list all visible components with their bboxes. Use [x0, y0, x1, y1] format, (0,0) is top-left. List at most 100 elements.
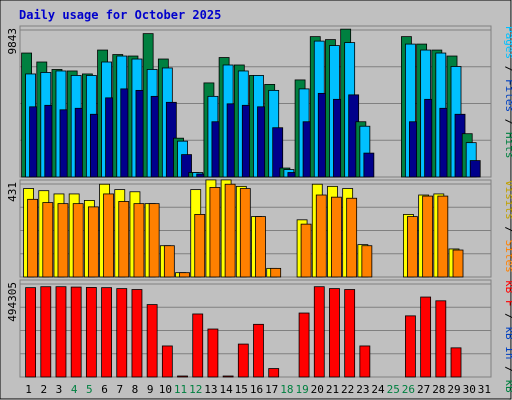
legend-entry: kB Out [503, 379, 512, 400]
day-label: 2 [40, 383, 47, 396]
bar-kb-f-day-26 [405, 315, 416, 378]
bar-kb-f-day-27 [420, 296, 432, 378]
bar-kb-f-day-5 [85, 287, 97, 378]
day-label: 3 [56, 383, 63, 396]
bar-sites-day-21 [331, 196, 342, 278]
legend-entry: / [503, 220, 512, 240]
bar-kb-f-day-10 [161, 345, 173, 378]
bar-sites-day-28 [437, 195, 449, 278]
bar-kb-f-day-22 [344, 289, 356, 378]
legend-entry: Hits [503, 132, 512, 159]
day-label: 14 [219, 383, 233, 396]
bar-pages-day-23 [363, 152, 375, 178]
panel-max-label: 9843 [6, 28, 19, 55]
day-label: 26 [402, 383, 415, 396]
bar-sites-day-12 [194, 214, 206, 278]
bar-sites-day-1 [27, 198, 38, 278]
bar-kb-f-day-12 [192, 313, 204, 378]
day-label: 16 [250, 383, 263, 396]
bar-kb-f-day-28 [435, 300, 447, 378]
day-label: 22 [341, 383, 354, 396]
day-label: 15 [235, 383, 248, 396]
day-label: 27 [417, 383, 430, 396]
legend-entry: Pages [503, 26, 512, 59]
bar-kb-f-day-7 [116, 288, 128, 378]
day-label: 21 [326, 383, 339, 396]
legend-entry: Sites [503, 240, 512, 273]
bar-kb-f-day-9 [146, 304, 158, 378]
day-label: 17 [265, 383, 278, 396]
legend-entry: kB F [503, 280, 512, 307]
day-label: 5 [86, 383, 93, 396]
bar-kb-f-day-2 [40, 286, 52, 378]
bar-sites-day-9 [148, 203, 160, 278]
bar-sites-day-19 [300, 223, 312, 278]
day-label: 7 [116, 383, 123, 396]
panel-legend: Pages / Files / Hits [503, 26, 512, 159]
bar-kb-f-day-14 [222, 375, 234, 378]
bar-kb-f-day-23 [359, 345, 371, 378]
bar-sites-day-6 [103, 193, 114, 278]
legend-entry: / [503, 307, 512, 327]
bar-sites-day-15 [239, 188, 251, 278]
bar-kb-f-day-20 [313, 286, 325, 378]
day-label: 31 [478, 383, 491, 396]
legend-entry: kB In [503, 326, 512, 359]
day-label: 28 [432, 383, 445, 396]
bar-sites-day-22 [346, 197, 358, 278]
panel-max-label: 494305 [6, 282, 19, 322]
bar-kb-f-day-21 [329, 288, 340, 378]
bar-kb-f-day-19 [298, 312, 310, 378]
day-label: 4 [71, 383, 78, 396]
bar-sites-day-7 [118, 201, 130, 278]
bar-kb-f-day-29 [450, 347, 462, 378]
bar-kb-f-day-8 [131, 289, 143, 378]
bar-sites-day-14 [224, 183, 236, 278]
bar-sites-day-13 [209, 187, 221, 278]
bar-kb-f-day-11 [177, 375, 188, 378]
day-label: 11 [174, 383, 187, 396]
panel-legend: Visits / Sites [503, 180, 512, 273]
bar-sites-day-5 [87, 206, 99, 278]
bar-pages-day-30 [469, 160, 481, 178]
bar-sites-day-10 [163, 245, 175, 278]
bar-sites-day-17 [270, 267, 282, 278]
panel-visits: 431 Visits / Sites [6, 179, 512, 278]
legend-entry: Files [503, 79, 512, 112]
legend-entry: / [503, 360, 512, 380]
day-label: 29 [447, 383, 460, 396]
panel-legend: kB F / kB In / kB Out [503, 280, 512, 400]
day-label: 30 [463, 383, 476, 396]
legend-entry: / [503, 112, 512, 132]
bar-sites-day-23 [361, 245, 373, 278]
bar-sites-day-11 [179, 272, 190, 278]
day-label: 9 [147, 383, 154, 396]
day-label: 6 [101, 383, 108, 396]
bar-sites-day-29 [452, 249, 464, 278]
day-label: 1 [25, 383, 32, 396]
day-label: 20 [311, 383, 324, 396]
chart-title: Daily usage for October 2025 [19, 8, 221, 22]
bar-sites-day-20 [315, 194, 327, 278]
x-axis-day-labels: 1 2 3 4 5 6 7 8 9 10 11 12 13 14 15 16 17 18 19 20 21 22 23 24 2… [25, 383, 491, 396]
bar-kb-f-day-13 [207, 328, 219, 378]
panel-kbytes: 494305 kB F / kB In / kB Out [6, 279, 512, 400]
panel-requests: 9843 Pages / Files / Hits [6, 25, 512, 178]
day-label: 10 [159, 383, 172, 396]
bar-kb-f-day-15 [237, 343, 249, 378]
bar-sites-day-4 [72, 203, 84, 278]
bar-pages-day-17 [272, 127, 284, 178]
bar-kb-f-day-1 [25, 287, 36, 378]
bar-kb-f-day-3 [55, 286, 67, 378]
panel-max-label: 431 [6, 182, 19, 202]
legend-entry: / [503, 59, 512, 79]
bar-sites-day-16 [255, 216, 266, 278]
day-label: 25 [387, 383, 400, 396]
day-label: 19 [295, 383, 308, 396]
bar-pages-day-11 [181, 154, 192, 178]
bar-kb-f-day-16 [253, 323, 264, 378]
day-label: 13 [204, 383, 217, 396]
day-label: 18 [280, 383, 293, 396]
